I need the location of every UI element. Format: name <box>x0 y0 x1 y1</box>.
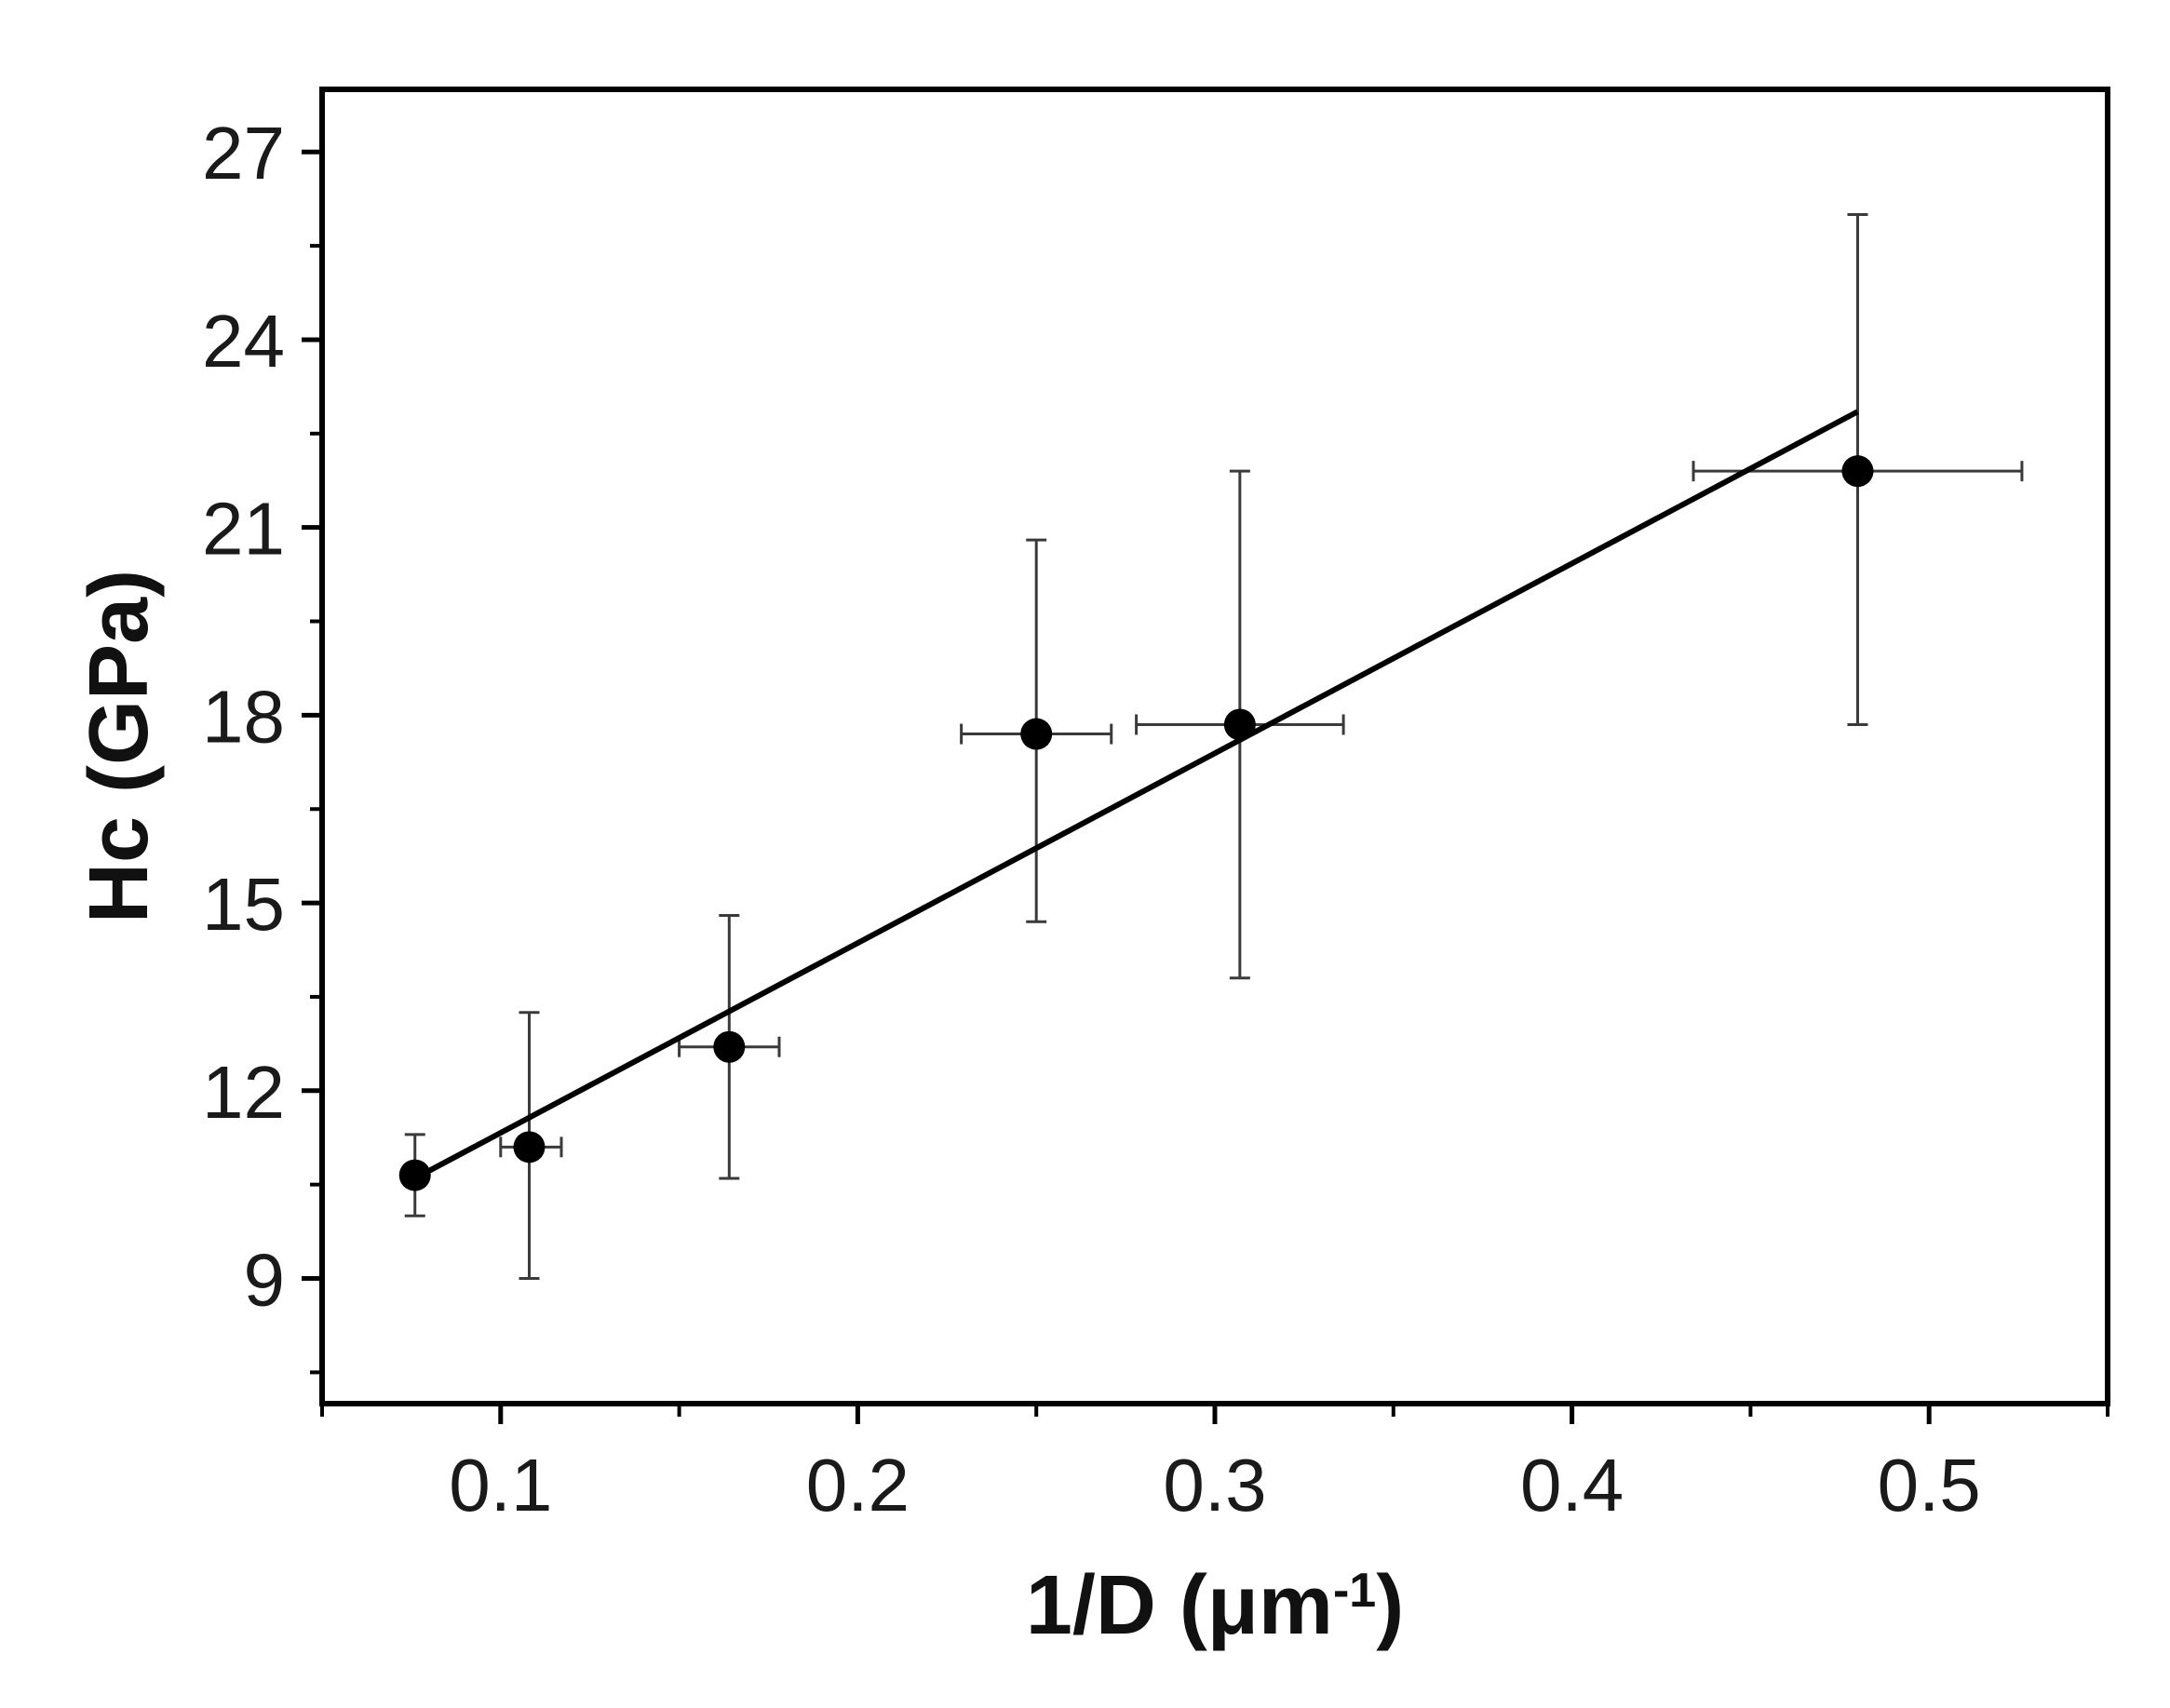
data-point <box>1020 718 1053 750</box>
x-tick-label: 0.5 <box>1878 1444 1981 1526</box>
x-axis-tick-labels: 0.1 0.2 0.3 0.4 0.5 <box>449 1444 1981 1526</box>
y-tick-label: 18 <box>202 675 285 758</box>
x-tick-label: 0.1 <box>449 1444 552 1526</box>
x-tick-label: 0.3 <box>1163 1444 1266 1526</box>
data-point <box>398 1159 431 1191</box>
fit-line <box>413 409 1859 1181</box>
data-point <box>1223 708 1256 741</box>
x-tick-label: 0.2 <box>806 1444 910 1526</box>
y-tick-label: 15 <box>202 863 285 946</box>
y-tick-label: 12 <box>202 1051 285 1134</box>
data-points <box>398 455 1874 1191</box>
x-axis-title-main: 1/D (μm <box>1026 1559 1333 1652</box>
y-tick-label: 21 <box>202 488 285 571</box>
y-axis-ticks <box>302 149 322 1375</box>
y-tick-label: 9 <box>244 1239 286 1322</box>
y-axis-tick-labels: 9 12 15 18 21 24 27 <box>202 112 285 1321</box>
x-axis-title-superscript: -1 <box>1333 1564 1376 1618</box>
data-point <box>1841 455 1874 488</box>
x-axis-title-close: ) <box>1376 1559 1404 1652</box>
x-tick-label: 0.4 <box>1520 1444 1624 1526</box>
data-point <box>713 1030 746 1063</box>
x-axis-title: 1/D (μm-1) <box>1026 1559 1404 1652</box>
y-tick-label: 27 <box>202 112 285 195</box>
data-point <box>513 1131 546 1163</box>
y-axis-title: Hc (GPa) <box>73 570 166 923</box>
x-axis-ticks <box>320 1404 2109 1424</box>
y-tick-label: 24 <box>202 300 285 383</box>
